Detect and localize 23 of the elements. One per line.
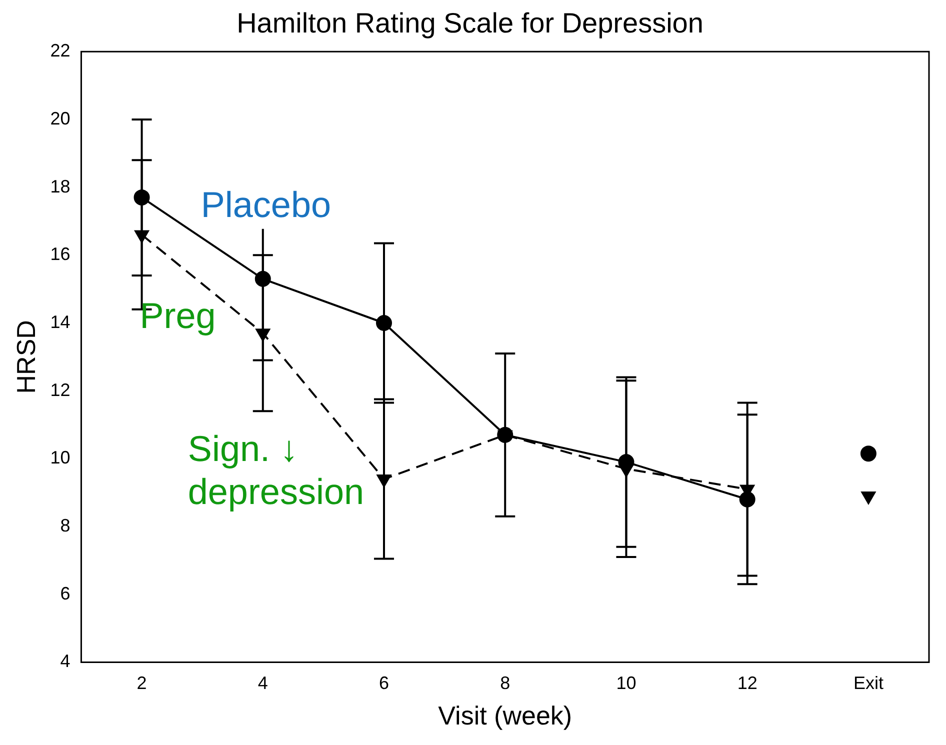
y-tick-label: 10 bbox=[50, 448, 70, 468]
x-tick-label: 4 bbox=[258, 672, 268, 693]
y-tick-label: 20 bbox=[50, 108, 70, 128]
y-tick-label: 8 bbox=[60, 515, 70, 536]
chart-title: Hamilton Rating Scale for Depression bbox=[236, 8, 704, 39]
annotation: Sign. ↓ depression bbox=[188, 428, 364, 512]
x-tick-label: 6 bbox=[378, 672, 390, 693]
y-tick-label: 18 bbox=[50, 176, 70, 196]
x-tick-label: 10 bbox=[616, 672, 636, 693]
y-axis-title: HRSD bbox=[10, 320, 41, 394]
y-tick-label: 6 bbox=[60, 583, 70, 604]
x-tick-label: Exit bbox=[853, 672, 884, 693]
y-tick-label: 16 bbox=[50, 244, 70, 264]
y-tick-label: 22 bbox=[50, 40, 70, 61]
series-label: Preg bbox=[140, 294, 216, 336]
y-tick-label: 4 bbox=[60, 651, 70, 672]
x-tick-label: 2 bbox=[136, 672, 147, 693]
series-label: Placebo bbox=[200, 184, 331, 225]
y-tick-label: 12 bbox=[50, 380, 70, 400]
y-tick-label: 14 bbox=[50, 312, 70, 332]
x-axis-title: Visit (week) bbox=[438, 700, 572, 731]
x-tick-label: 8 bbox=[500, 672, 510, 693]
x-tick-label: 12 bbox=[737, 672, 758, 693]
